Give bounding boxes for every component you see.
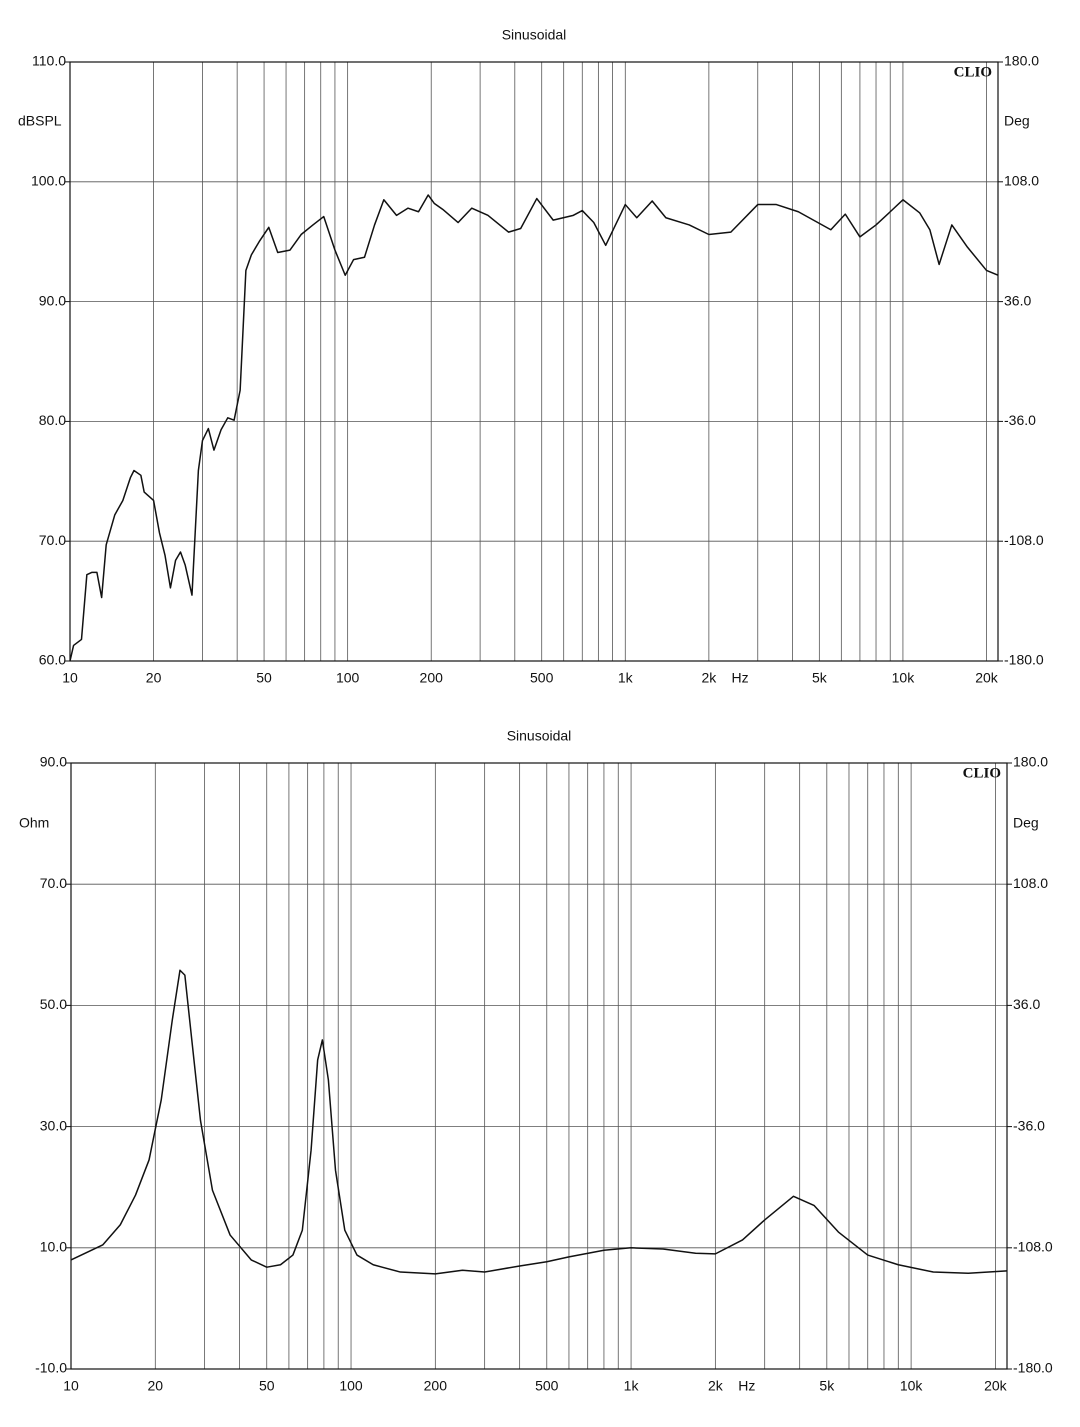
x-tick-label: 20k — [984, 1378, 1008, 1394]
y-tick-label: 60.0 — [39, 652, 66, 668]
x-tick-label: 10 — [62, 670, 78, 686]
x-tick-label: 100 — [339, 1378, 363, 1394]
x-axis-label: Hz — [738, 1378, 755, 1394]
y-tick-label: 70.0 — [40, 875, 67, 891]
y-tick-label: 100.0 — [31, 173, 66, 189]
y2-axis-label: Deg — [1013, 814, 1039, 830]
x-tick-label: 1k — [624, 1378, 640, 1394]
x-tick-label: 100 — [336, 670, 360, 686]
y-axis-label: dBSPL — [18, 113, 62, 129]
x-tick-label: 50 — [259, 1378, 275, 1394]
x-tick-label: 2k — [701, 670, 717, 686]
x-axis-label: Hz — [731, 670, 748, 686]
y2-tick-label: -36.0 — [1013, 1117, 1045, 1133]
x-tick-label: 200 — [424, 1378, 448, 1394]
series-line — [70, 969, 1008, 1275]
y-tick-label: 90.0 — [40, 754, 67, 770]
x-tick-label: 5k — [819, 1378, 835, 1394]
y-axis-label: Ohm — [19, 814, 49, 830]
y2-tick-label: -180.0 — [1013, 1360, 1053, 1376]
chart-title: Sinusoidal — [502, 27, 567, 43]
y2-tick-label: 36.0 — [1004, 292, 1031, 308]
y2-tick-label: -108.0 — [1013, 1239, 1053, 1255]
x-tick-label: 500 — [535, 1378, 559, 1394]
x-tick-label: 2k — [708, 1378, 724, 1394]
y2-tick-label: -108.0 — [1004, 532, 1044, 548]
annotation: CLIO — [954, 64, 992, 80]
y-tick-label: 10.0 — [40, 1239, 67, 1255]
chart-title: Sinusoidal — [507, 728, 572, 744]
y2-tick-label: 180.0 — [1013, 754, 1048, 770]
chart: Sinusoidal 10 20 50 100 200 500 1k 2k 5k 10k 20k Hz 6… — [18, 27, 1044, 686]
chart: Sinusoidal 10 20 50 100 200 500 1k 2k 5k 10k 20k Hz -… — [19, 728, 1053, 1394]
y-tick-label: 80.0 — [39, 412, 66, 428]
y2-tick-label: 108.0 — [1004, 173, 1039, 189]
x-tick-label: 50 — [256, 670, 272, 686]
plot-frame — [69, 61, 999, 662]
y-tick-label: 30.0 — [40, 1117, 67, 1133]
y2-tick-label: 36.0 — [1013, 996, 1040, 1012]
y2-axis-label: Deg — [1004, 113, 1030, 129]
y2-tick-label: 108.0 — [1013, 875, 1048, 891]
y2-tick-label: -180.0 — [1004, 652, 1044, 668]
y-tick-label: 50.0 — [40, 996, 67, 1012]
x-tick-label: 200 — [420, 670, 444, 686]
x-tick-label: 500 — [530, 670, 554, 686]
y-tick-label: 90.0 — [39, 292, 66, 308]
x-tick-label: 20 — [146, 670, 162, 686]
y-tick-label: 110.0 — [32, 53, 66, 69]
x-tick-label: 10k — [892, 670, 916, 686]
series-line — [69, 194, 999, 662]
x-tick-label: 10k — [900, 1378, 924, 1394]
x-tick-label: 5k — [812, 670, 828, 686]
y2-tick-label: -36.0 — [1004, 412, 1036, 428]
x-tick-label: 1k — [618, 670, 634, 686]
y2-tick-label: 180.0 — [1004, 53, 1039, 69]
annotation: CLIO — [963, 765, 1001, 781]
x-tick-label: 10 — [63, 1378, 79, 1394]
plot-frame — [70, 762, 1008, 1370]
x-tick-label: 20k — [975, 670, 999, 686]
x-tick-label: 20 — [148, 1378, 164, 1394]
y-tick-label: -10.0 — [35, 1360, 67, 1376]
y-tick-label: 70.0 — [39, 532, 66, 548]
